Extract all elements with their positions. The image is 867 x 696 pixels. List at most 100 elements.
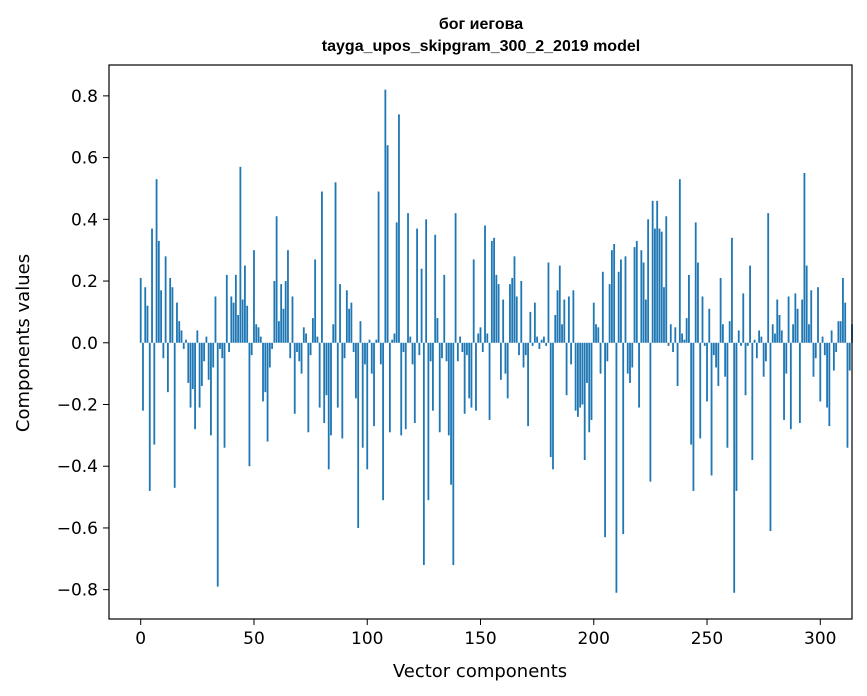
bar-191 <box>572 290 575 343</box>
bar-64 <box>284 281 287 343</box>
bar-150 <box>479 327 482 343</box>
bar-32 <box>212 342 215 368</box>
x-tick-label: 300 <box>804 629 836 649</box>
bar-144 <box>466 342 468 356</box>
bar-225 <box>649 342 652 482</box>
bar-45 <box>241 299 244 343</box>
bar-128 <box>429 342 432 362</box>
bar-73 <box>305 333 307 343</box>
chart-title: бог иегова <box>439 16 523 33</box>
bar-111 <box>391 339 394 343</box>
x-axis-label: Vector components <box>393 661 567 682</box>
bar-57 <box>268 342 271 368</box>
y-axis-label: Components values <box>13 254 34 432</box>
bar-53 <box>259 336 262 343</box>
bar-303 <box>826 342 828 408</box>
bar-116 <box>402 342 405 353</box>
y-axis-ticks: −0.8 −0.6 −0.4 −0.2 0.0 0.2 0.4 0.6 0.8 <box>57 87 109 601</box>
bar-106 <box>379 342 382 365</box>
x-tick-label: 150 <box>464 629 496 649</box>
bar-210 <box>615 342 618 593</box>
bar-313 <box>848 342 851 371</box>
bar-310 <box>842 277 844 343</box>
bar-149 <box>477 333 480 343</box>
bar-52 <box>257 327 260 343</box>
bar-291 <box>798 342 801 424</box>
bar-98 <box>361 342 364 448</box>
bar-30 <box>207 342 210 380</box>
bar-84 <box>330 342 332 436</box>
bar-56 <box>266 342 269 442</box>
y-tick-label: 0.0 <box>71 334 98 354</box>
bar-235 <box>672 342 674 353</box>
bar-88 <box>339 284 341 343</box>
bar-109 <box>386 145 389 343</box>
bar-177 <box>540 339 543 343</box>
bar-172 <box>529 311 532 343</box>
bar-183 <box>554 314 557 343</box>
bar-280 <box>774 333 776 343</box>
bar-0 <box>139 277 142 343</box>
bar-223 <box>644 299 647 343</box>
bar-190 <box>570 342 573 365</box>
bar-204 <box>601 271 604 343</box>
bar-9 <box>160 290 162 343</box>
bar-260 <box>728 321 731 343</box>
bar-136 <box>447 342 450 436</box>
bar-198 <box>588 342 591 433</box>
bar-220 <box>638 342 640 408</box>
bar-189 <box>567 296 570 343</box>
bar-58 <box>271 342 273 349</box>
bar-169 <box>522 342 525 368</box>
bar-221 <box>640 250 643 343</box>
bar-2 <box>144 287 147 343</box>
bar-288 <box>792 324 795 343</box>
bar-165 <box>513 256 516 343</box>
bar-110 <box>388 342 391 433</box>
bar-44 <box>239 166 242 343</box>
y-tick-label: −0.4 <box>57 457 98 477</box>
bar-33 <box>214 296 217 343</box>
bar-132 <box>438 342 441 433</box>
bar-186 <box>561 324 563 343</box>
bar-199 <box>590 342 593 420</box>
bar-31 <box>210 342 212 436</box>
bar-175 <box>536 336 539 343</box>
bar-263 <box>735 342 738 491</box>
bar-306 <box>832 342 835 371</box>
bar-86 <box>334 182 337 343</box>
bar-51 <box>255 324 258 343</box>
bar-series <box>139 89 853 593</box>
bar-299 <box>817 287 819 343</box>
bar-142 <box>461 342 464 353</box>
bar-309 <box>839 321 842 343</box>
bar-121 <box>413 342 416 424</box>
bar-230 <box>660 231 663 343</box>
bar-20 <box>185 339 187 343</box>
bar-203 <box>599 342 602 374</box>
bar-181 <box>549 342 552 457</box>
bar-66 <box>289 342 292 359</box>
bar-48 <box>248 342 251 467</box>
bar-14 <box>171 287 174 343</box>
bar-283 <box>780 330 783 343</box>
y-tick-label: 0.4 <box>71 210 98 230</box>
bar-6 <box>153 342 156 445</box>
bar-159 <box>499 342 502 380</box>
bar-200 <box>592 302 595 343</box>
bar-170 <box>524 342 527 356</box>
bar-196 <box>583 342 586 461</box>
bar-12 <box>166 342 169 393</box>
bar-122 <box>416 228 418 343</box>
bar-166 <box>515 296 518 343</box>
bar-188 <box>565 342 568 396</box>
bar-11 <box>164 256 167 343</box>
bar-176 <box>538 342 541 349</box>
bar-15 <box>173 342 176 488</box>
bar-146 <box>470 342 473 408</box>
bar-103 <box>373 342 375 427</box>
bar-279 <box>771 324 774 343</box>
bar-87 <box>336 342 339 408</box>
bar-269 <box>749 265 751 343</box>
bar-212 <box>620 259 622 343</box>
